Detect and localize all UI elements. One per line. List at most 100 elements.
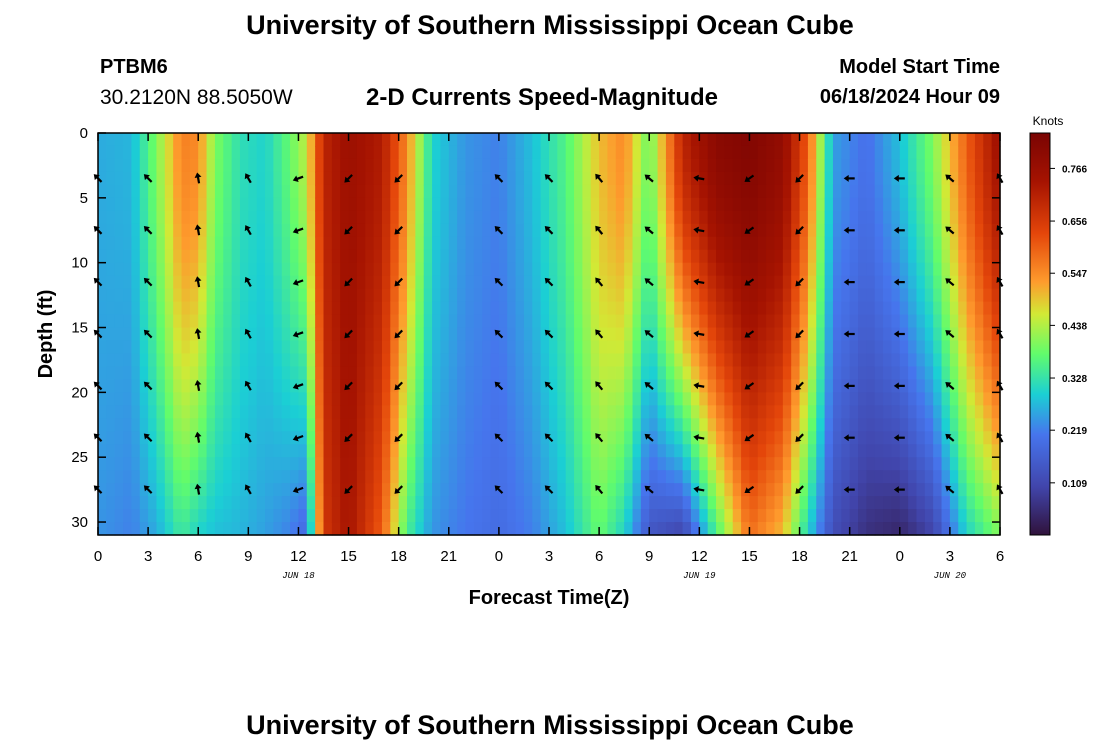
heatmap-cell <box>214 522 224 536</box>
heatmap-cell <box>390 392 400 406</box>
arrow-head <box>893 486 899 494</box>
heatmap-cell <box>331 275 341 290</box>
heatmap-cell <box>832 405 842 419</box>
heatmap-cell <box>707 327 717 342</box>
current-arrow <box>945 382 955 390</box>
heatmap-cell <box>974 327 984 342</box>
heatmap-cell <box>131 353 141 368</box>
heatmap-cell <box>214 496 224 510</box>
heatmap-cell <box>832 158 842 173</box>
heatmap-cell <box>173 509 183 523</box>
heatmap-cell <box>883 431 893 445</box>
heatmap-cell <box>239 210 249 225</box>
heatmap-cell <box>239 184 249 199</box>
current-arrow <box>893 174 905 182</box>
heatmap-cell <box>373 353 383 368</box>
colorbar-tick-label: 0.766 <box>1062 164 1087 175</box>
heatmap-cell <box>507 522 517 536</box>
heatmap-cell <box>933 262 943 277</box>
heatmap-cell <box>273 431 283 445</box>
heatmap-cell <box>290 288 300 303</box>
heatmap-cell <box>223 301 233 316</box>
heatmap-cell <box>632 145 642 160</box>
heatmap-cell <box>532 133 542 147</box>
heatmap-cell <box>381 457 391 471</box>
heatmap-cell <box>841 405 851 419</box>
heatmap-cell <box>632 418 642 432</box>
current-arrow <box>394 381 404 391</box>
heatmap-cell <box>690 353 700 368</box>
heatmap-cell <box>340 340 350 355</box>
heatmap-cell <box>766 353 776 368</box>
heatmap-cell <box>323 327 333 342</box>
heatmap-cell <box>248 522 258 536</box>
heatmap-cell <box>473 379 483 393</box>
arrow-head <box>344 176 351 183</box>
heatmap-cell <box>557 418 567 432</box>
heatmap-cell <box>432 457 442 471</box>
heatmap-cell <box>590 275 600 290</box>
heatmap-cell <box>699 133 709 147</box>
heatmap-cell <box>507 133 517 147</box>
current-arrow <box>344 381 353 391</box>
heatmap-cell <box>782 171 792 186</box>
arrow-head <box>544 329 551 336</box>
heatmap-cell <box>782 457 792 471</box>
heatmap-cell <box>348 509 358 523</box>
heatmap-cell <box>290 405 300 419</box>
heatmap-cell <box>615 340 625 355</box>
heatmap-cell <box>774 171 784 186</box>
heatmap-cell <box>315 418 325 432</box>
heatmap-cell <box>599 509 609 523</box>
heatmap-cell <box>390 366 400 380</box>
heatmap-cell <box>690 392 700 406</box>
current-arrow <box>194 431 202 443</box>
heatmap-cell <box>173 496 183 510</box>
heatmap-cell <box>657 314 667 329</box>
heatmap-cell <box>407 392 416 406</box>
heatmap-cell <box>139 522 149 536</box>
heatmap-cell <box>924 496 934 510</box>
heatmap-cell <box>448 327 458 342</box>
heatmap-cell <box>173 340 183 355</box>
heatmap-cell <box>139 444 149 458</box>
arrow-head <box>595 277 602 284</box>
heatmap-cell <box>699 158 709 173</box>
heatmap-cell <box>131 444 141 458</box>
heatmap-cell <box>356 483 366 497</box>
heatmap-cell <box>256 509 266 523</box>
heatmap-cell <box>716 184 725 199</box>
heatmap-cell <box>690 184 700 199</box>
heatmap-cell <box>248 431 258 445</box>
heatmap-cell <box>949 340 959 355</box>
heatmap-cell <box>574 418 584 432</box>
heatmap-cell <box>256 418 266 432</box>
heatmap-cell <box>749 444 759 458</box>
heatmap-cell <box>223 483 233 497</box>
heatmap-cell <box>774 210 784 225</box>
heatmap-cell <box>690 288 700 303</box>
arrow-head <box>292 279 299 286</box>
arrow-head <box>194 224 202 230</box>
heatmap-cell <box>415 301 425 316</box>
heatmap-cell <box>549 418 558 432</box>
heatmap-cell <box>891 158 901 173</box>
heatmap-cell <box>114 275 124 290</box>
heatmap-cell <box>549 353 558 368</box>
heatmap-cell <box>690 236 700 251</box>
heatmap-cell <box>732 145 742 160</box>
heatmap-cell <box>949 158 959 173</box>
heatmap-cell <box>916 431 926 445</box>
heatmap-cell <box>473 496 483 510</box>
heatmap-cell <box>223 133 233 147</box>
heatmap-cell <box>206 418 216 432</box>
current-arrow <box>595 485 604 495</box>
heatmap-cell <box>682 288 692 303</box>
heatmap-cell <box>482 470 492 484</box>
heatmap-cell <box>599 223 609 238</box>
heatmap-cell <box>749 366 759 380</box>
heatmap-cell <box>473 171 483 186</box>
heatmap-cell <box>448 210 458 225</box>
heatmap-cell <box>624 457 634 471</box>
heatmap-cell <box>682 444 692 458</box>
